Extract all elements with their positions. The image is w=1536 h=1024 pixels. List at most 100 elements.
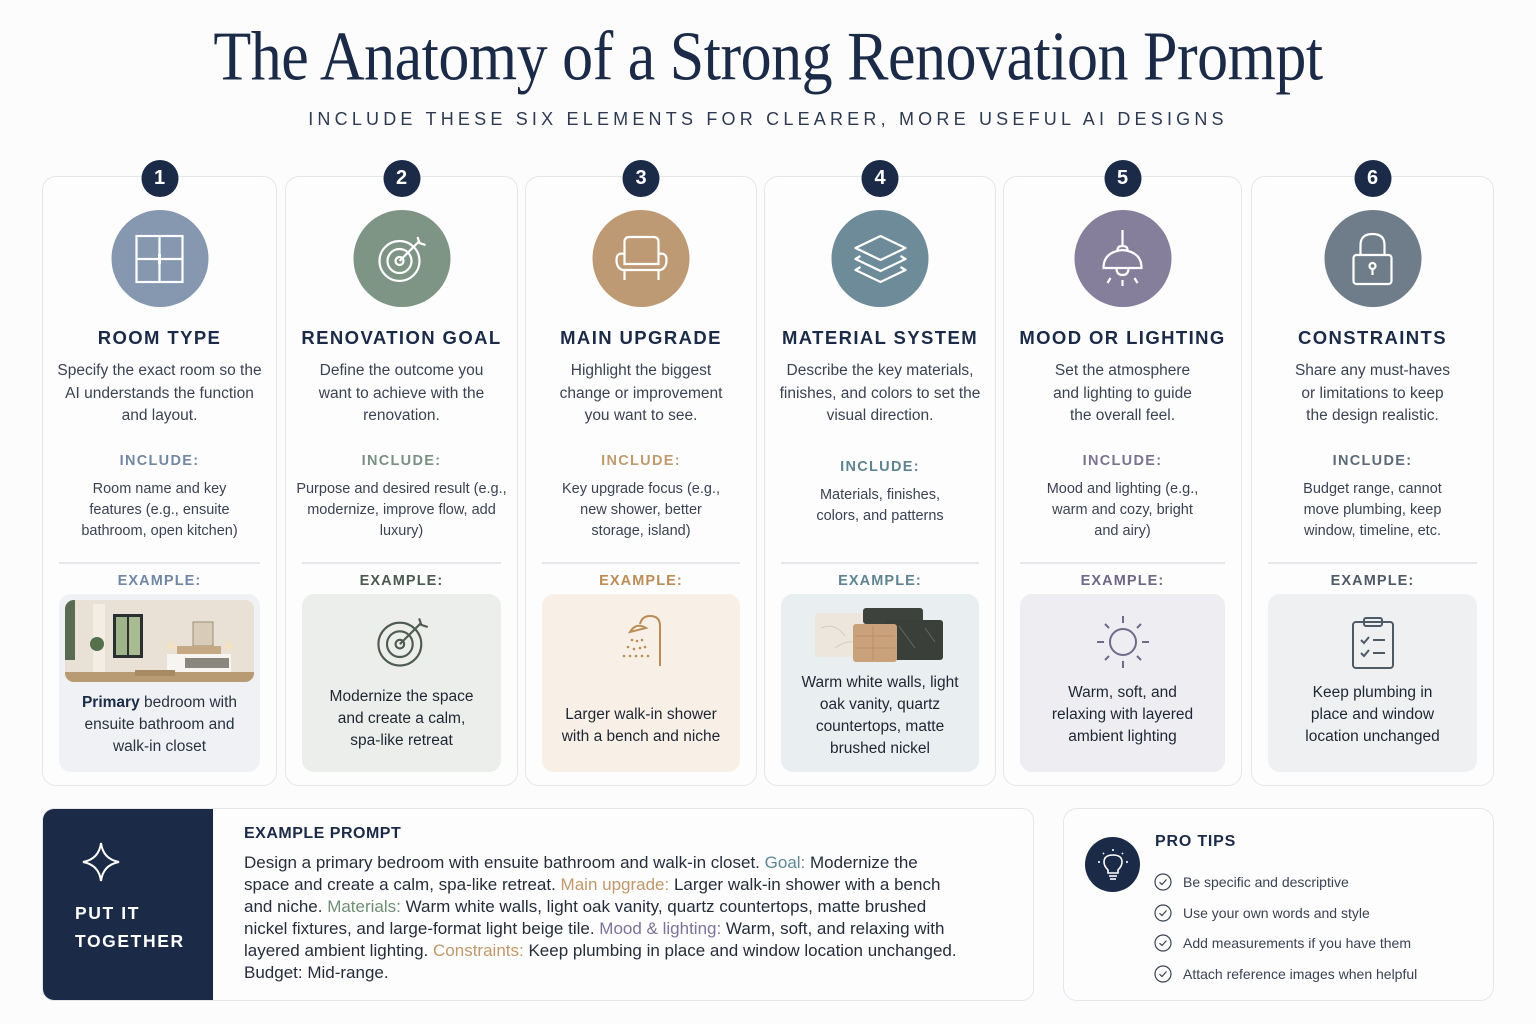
example-prompt-text: Design a primary bedroom with ensuite ba… xyxy=(244,853,957,982)
example-label: EXAMPLE: xyxy=(838,573,922,589)
include-label: INCLUDE: xyxy=(1332,453,1413,469)
bedroom-photo xyxy=(65,600,254,682)
keyword-materials: Materials: xyxy=(327,897,401,916)
card-mood-lighting: 5 MOOD OR LIGHTING Set the atmosphere an… xyxy=(1003,160,1242,786)
page-subtitle: INCLUDE THESE SIX ELEMENTS FOR CLEARER, … xyxy=(308,109,1228,129)
divider xyxy=(1020,562,1225,564)
example-text: Modernize the space and create a calm, s… xyxy=(329,688,474,749)
floor-plan-icon xyxy=(111,210,208,307)
example-box: Primary bedroom with ensuite bathroom an… xyxy=(59,594,260,772)
card-description: Share any must-haves or limitations to k… xyxy=(1294,362,1451,424)
card-title: MATERIAL SYSTEM xyxy=(781,327,979,348)
step-badge: 4 xyxy=(861,160,899,197)
example-text: Warm, soft, and relaxing with layered am… xyxy=(1051,684,1194,745)
include-label: INCLUDE: xyxy=(119,453,200,469)
example-label: EXAMPLE: xyxy=(1330,573,1415,589)
divider xyxy=(542,562,740,564)
include-text: Room name and key features (e.g., ensuit… xyxy=(81,481,238,539)
step-badge: 2 xyxy=(383,160,420,197)
example-text: Primary bedroom with ensuite bathroom an… xyxy=(67,692,252,758)
keyword-constraints: Constraints: xyxy=(433,941,524,960)
shower-icon xyxy=(616,614,666,673)
step-badge: 3 xyxy=(622,160,660,197)
step-badge: 5 xyxy=(1104,160,1141,197)
example-text: Keep plumbing in place and window locati… xyxy=(1305,684,1440,745)
check-circle-icon xyxy=(1154,904,1172,922)
example-box: Warm white walls, light oak vanity, quar… xyxy=(781,594,979,772)
elements-grid: 1 ROOM TYPE Specify the exact room so th… xyxy=(42,160,1494,786)
pendant-lamp-icon xyxy=(1074,210,1171,307)
include-label: INCLUDE: xyxy=(840,459,920,475)
step-badge: 6 xyxy=(1354,160,1391,197)
put-it-together-label: PUT IT TOGETHER xyxy=(75,903,185,951)
pro-tips-panel: PRO TIPS Be specific and descriptive Use… xyxy=(1063,808,1494,1001)
example-label: EXAMPLE: xyxy=(359,573,444,589)
include-text: Key upgrade focus (e.g., new shower, bet… xyxy=(562,481,720,539)
divider xyxy=(302,562,501,564)
card-description: Specify the exact room so the AI underst… xyxy=(57,362,262,424)
card-description: Describe the key materials, finishes, an… xyxy=(779,362,981,424)
tip-item: Be specific and descriptive xyxy=(1154,867,1417,898)
example-label: EXAMPLE: xyxy=(117,573,202,589)
pro-tips-list: Be specific and descriptive Use your own… xyxy=(1154,867,1417,989)
divider xyxy=(1268,562,1477,564)
divider xyxy=(781,562,979,564)
example-text: Warm white walls, light oak vanity, quar… xyxy=(801,674,959,757)
example-box: Modernize the space and create a calm, s… xyxy=(302,594,501,772)
include-text: Budget range, cannot move plumbing, keep… xyxy=(1303,481,1442,539)
include-label: INCLUDE: xyxy=(1082,453,1163,469)
include-label: INCLUDE: xyxy=(601,453,681,469)
card-title: RENOVATION GOAL xyxy=(301,327,502,348)
step-badge: 1 xyxy=(141,160,178,197)
lightbulb-icon xyxy=(1085,837,1140,892)
target-icon xyxy=(372,612,432,677)
lock-icon xyxy=(1324,210,1421,307)
card-title: CONSTRAINTS xyxy=(1297,327,1447,348)
sun-icon xyxy=(1095,614,1151,675)
check-circle-icon xyxy=(1154,873,1172,891)
card-description: Define the outcome you want to achieve w… xyxy=(318,362,485,424)
armchair-icon xyxy=(592,210,690,307)
check-circle-icon xyxy=(1154,965,1172,983)
card-title: ROOM TYPE xyxy=(97,327,222,348)
card-material-system: 4 MATERIAL SYSTEM Describe the key mater… xyxy=(764,160,996,786)
material-swatches xyxy=(815,608,945,669)
keyword-main-upgrade: Main upgrade: xyxy=(560,875,670,894)
example-box: Keep plumbing in place and window locati… xyxy=(1268,594,1477,772)
target-icon xyxy=(353,210,450,307)
example-box: Warm, soft, and relaxing with layered am… xyxy=(1020,594,1225,772)
include-text: Materials, finishes, colors, and pattern… xyxy=(816,487,944,524)
example-rest: bedroom with ensuite bathroom and walk-i… xyxy=(84,694,238,755)
divider xyxy=(59,562,260,564)
keyword-mood-lighting: Mood & lighting: xyxy=(599,919,722,938)
tip-item: Add measurements if you have them xyxy=(1154,928,1417,959)
card-renovation-goal: 2 RENOVATION GOAL Define the outcome you… xyxy=(285,160,518,786)
include-text: Mood and lighting (e.g., warm and cozy, … xyxy=(1046,481,1199,539)
card-title: MAIN UPGRADE xyxy=(560,327,722,348)
tip-item: Use your own words and style xyxy=(1154,898,1417,929)
put-it-together-block: PUT IT TOGETHER xyxy=(43,809,213,1000)
tip-item: Attach reference images when helpful xyxy=(1154,959,1417,990)
card-description: Highlight the biggest change or improvem… xyxy=(559,362,723,424)
example-label: EXAMPLE: xyxy=(1080,573,1165,589)
layers-icon xyxy=(831,210,929,307)
include-label: INCLUDE: xyxy=(361,453,442,469)
example-bold: Primary xyxy=(81,694,140,711)
keyword-goal: Goal: xyxy=(764,853,806,872)
example-text: Larger walk-in shower with a bench and n… xyxy=(561,706,721,745)
sparkle-icon xyxy=(81,841,121,888)
card-main-upgrade: 3 MAIN UPGRADE Highlight the biggest cha… xyxy=(525,160,757,786)
example-prompt-heading: EXAMPLE PROMPT xyxy=(244,825,402,842)
card-title: MOOD OR LIGHTING xyxy=(1019,327,1226,348)
example-label: EXAMPLE: xyxy=(599,573,683,589)
card-constraints: 6 CONSTRAINTS Share any must-haves or li… xyxy=(1251,160,1494,786)
include-text: Purpose and desired result (e.g., modern… xyxy=(296,481,507,539)
example-box: Larger walk-in shower with a bench and n… xyxy=(542,594,740,772)
page-title: The Anatomy of a Strong Renovation Promp… xyxy=(213,18,1323,96)
card-room-type: 1 ROOM TYPE Specify the exact room so th… xyxy=(42,160,277,786)
pro-tips-title: PRO TIPS xyxy=(1155,833,1237,850)
example-prompt-panel: PUT IT TOGETHER EXAMPLE PROMPT Design a … xyxy=(42,808,1034,1001)
check-circle-icon xyxy=(1154,934,1172,952)
card-description: Set the atmosphere and lighting to guide… xyxy=(1053,362,1192,424)
clipboard-checklist-icon xyxy=(1350,614,1396,675)
